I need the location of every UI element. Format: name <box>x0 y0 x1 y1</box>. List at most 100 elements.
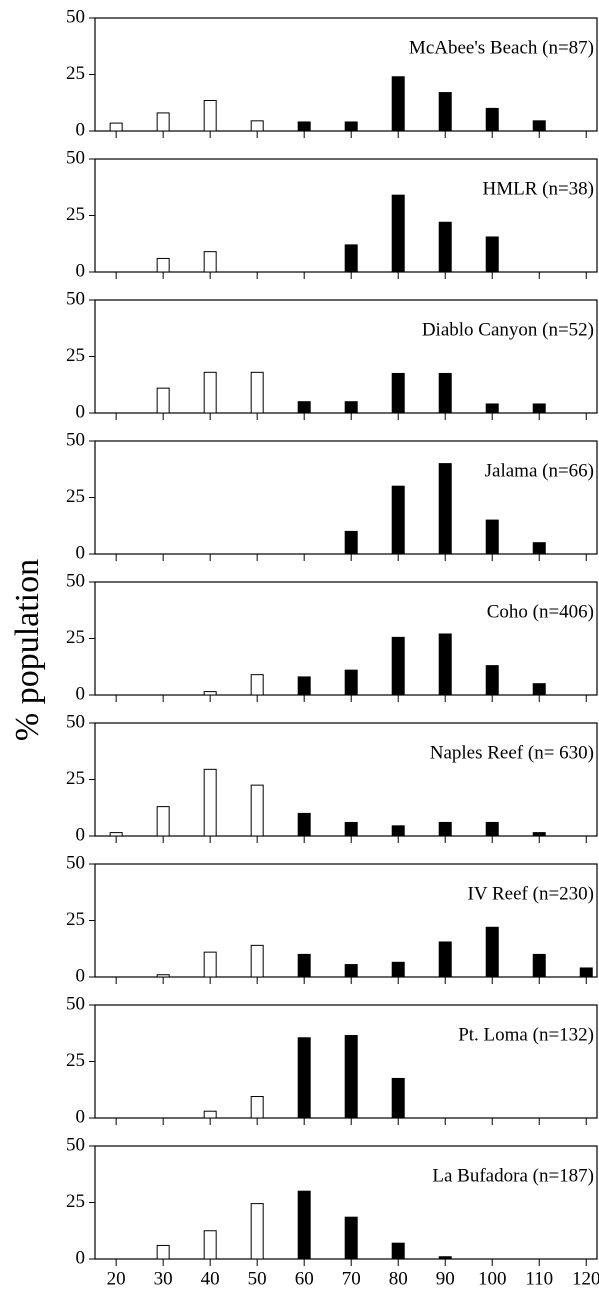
bar <box>203 1230 217 1260</box>
bar <box>438 821 452 837</box>
y-tick-label: 50 <box>66 1134 85 1155</box>
bar <box>485 403 499 414</box>
bar <box>250 1096 264 1119</box>
x-tick-label: 60 <box>295 1268 314 1289</box>
bar <box>250 674 264 696</box>
bar <box>344 401 358 414</box>
y-tick-label: 25 <box>66 768 85 789</box>
y-tick-label: 25 <box>66 1050 85 1071</box>
panel-title: HMLR (n=38) <box>482 178 594 199</box>
panel-frame <box>94 17 598 132</box>
y-tick-label: 25 <box>66 63 85 84</box>
bar <box>391 1077 405 1119</box>
y-tick-label: 25 <box>66 345 85 366</box>
bar <box>344 1216 358 1260</box>
x-tick-label: 40 <box>201 1268 220 1289</box>
bar <box>344 669 358 696</box>
bar <box>344 1035 358 1119</box>
bar <box>203 691 217 696</box>
x-tick-label: 100 <box>478 1268 507 1289</box>
panel-title: Naples Reef (n= 630) <box>430 742 594 763</box>
bar <box>203 99 217 132</box>
bar <box>532 403 546 414</box>
panel-title: Coho (n=406) <box>487 601 594 622</box>
y-tick-label: 0 <box>76 683 86 704</box>
y-tick-label: 25 <box>66 909 85 930</box>
bar <box>156 112 170 132</box>
y-tick-label: 50 <box>66 570 85 591</box>
bar <box>391 636 405 696</box>
bar <box>485 821 499 837</box>
y-tick-label: 0 <box>76 824 86 845</box>
bar <box>156 257 170 273</box>
y-tick-label: 50 <box>66 429 85 450</box>
bar <box>579 967 593 978</box>
bar <box>391 194 405 273</box>
y-tick-label: 0 <box>76 260 86 281</box>
y-tick-label: 0 <box>76 965 86 986</box>
bar <box>297 401 311 414</box>
x-tick-label: 110 <box>525 1268 553 1289</box>
panel-title: Diablo Canyon (n=52) <box>422 319 594 340</box>
x-tick-label: 20 <box>107 1268 126 1289</box>
bar <box>532 953 546 978</box>
bar <box>250 371 264 414</box>
y-tick-label: 25 <box>66 627 85 648</box>
x-tick-label: 120 <box>572 1268 599 1289</box>
bar <box>532 683 546 696</box>
panel-title: La Bufadora (n=187) <box>432 1165 594 1186</box>
bar <box>297 1190 311 1260</box>
bar <box>297 953 311 978</box>
y-tick-label: 0 <box>76 542 86 563</box>
y-tick-label: 0 <box>76 1247 86 1268</box>
bar <box>391 825 405 837</box>
y-tick-label: 50 <box>66 288 85 309</box>
y-axis-label: % population <box>9 559 46 741</box>
bar <box>391 485 405 555</box>
y-tick-label: 0 <box>76 119 86 140</box>
panel-title: Pt. Loma (n=132) <box>458 1024 594 1045</box>
y-tick-label: 50 <box>66 852 85 873</box>
bar <box>485 926 499 978</box>
bar <box>438 372 452 414</box>
x-tick-label: 90 <box>436 1268 455 1289</box>
bar <box>344 530 358 555</box>
bar <box>438 633 452 696</box>
bar <box>391 961 405 978</box>
bar <box>297 121 311 132</box>
x-tick-label: 70 <box>342 1268 361 1289</box>
bar <box>485 107 499 132</box>
panel-frame <box>94 863 598 978</box>
bar <box>344 121 358 132</box>
bar <box>438 941 452 978</box>
bar <box>250 1203 264 1260</box>
y-tick-label: 50 <box>66 711 85 732</box>
bar <box>156 806 170 837</box>
bar <box>391 1242 405 1260</box>
bar <box>532 832 546 837</box>
panel-title: McAbee's Beach (n=87) <box>409 37 594 58</box>
bar <box>344 964 358 978</box>
bar <box>438 221 452 273</box>
bar <box>109 122 123 132</box>
y-tick-label: 0 <box>76 401 86 422</box>
y-tick-label: 50 <box>66 993 85 1014</box>
panel-frame <box>94 299 598 414</box>
y-tick-label: 0 <box>76 1106 86 1127</box>
bar <box>156 1244 170 1260</box>
bar <box>485 519 499 555</box>
panel-title: IV Reef (n=230) <box>468 883 594 904</box>
bar <box>485 665 499 696</box>
bar <box>203 768 217 837</box>
bar <box>203 251 217 273</box>
panel-frame <box>94 722 598 837</box>
y-tick-label: 50 <box>66 6 85 27</box>
bar <box>438 92 452 132</box>
bar <box>532 542 546 555</box>
y-tick-label: 25 <box>66 204 85 225</box>
bar <box>297 1037 311 1119</box>
bar <box>250 784 264 837</box>
bar <box>391 372 405 414</box>
bar <box>203 1110 217 1119</box>
